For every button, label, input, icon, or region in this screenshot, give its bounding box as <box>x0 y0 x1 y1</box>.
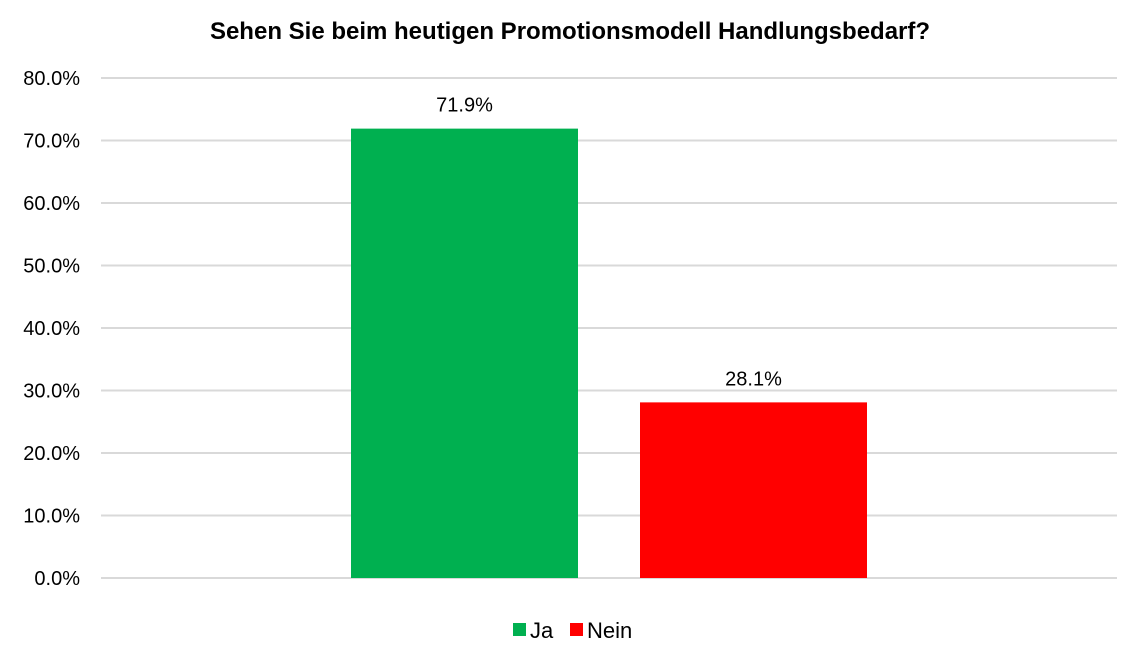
y-tick-label: 50.0% <box>23 256 80 278</box>
legend: Ja Nein <box>513 618 632 643</box>
y-tick-label: 20.0% <box>23 443 80 465</box>
y-tick-label: 80.0% <box>23 68 80 90</box>
y-axis-tick-labels: 0.0% 10.0% 20.0% 30.0% 40.0% 50.0% 60.0% 70.0% 8… <box>23 68 80 590</box>
legend-swatch-ja <box>513 623 526 636</box>
bar-ja <box>351 128 578 578</box>
y-tick-label: 10.0% <box>23 506 80 528</box>
y-tick-label: 40.0% <box>23 318 80 340</box>
bars <box>351 128 867 578</box>
legend-swatch-nein <box>570 623 583 636</box>
legend-label-nein: Nein <box>587 618 632 643</box>
chart-title: Sehen Sie beim heutigen Promotionsmodell… <box>210 18 930 45</box>
y-tick-label: 30.0% <box>23 381 80 403</box>
bar-nein <box>640 402 867 578</box>
y-tick-label: 60.0% <box>23 193 80 215</box>
data-labels: 71.9% 28.1% <box>436 95 782 391</box>
y-tick-label: 0.0% <box>34 568 80 590</box>
gridlines <box>101 77 1117 579</box>
data-label-nein: 28.1% <box>725 368 782 390</box>
y-tick-label: 70.0% <box>23 131 80 153</box>
legend-label-ja: Ja <box>530 618 554 643</box>
data-label-ja: 71.9% <box>436 95 493 117</box>
